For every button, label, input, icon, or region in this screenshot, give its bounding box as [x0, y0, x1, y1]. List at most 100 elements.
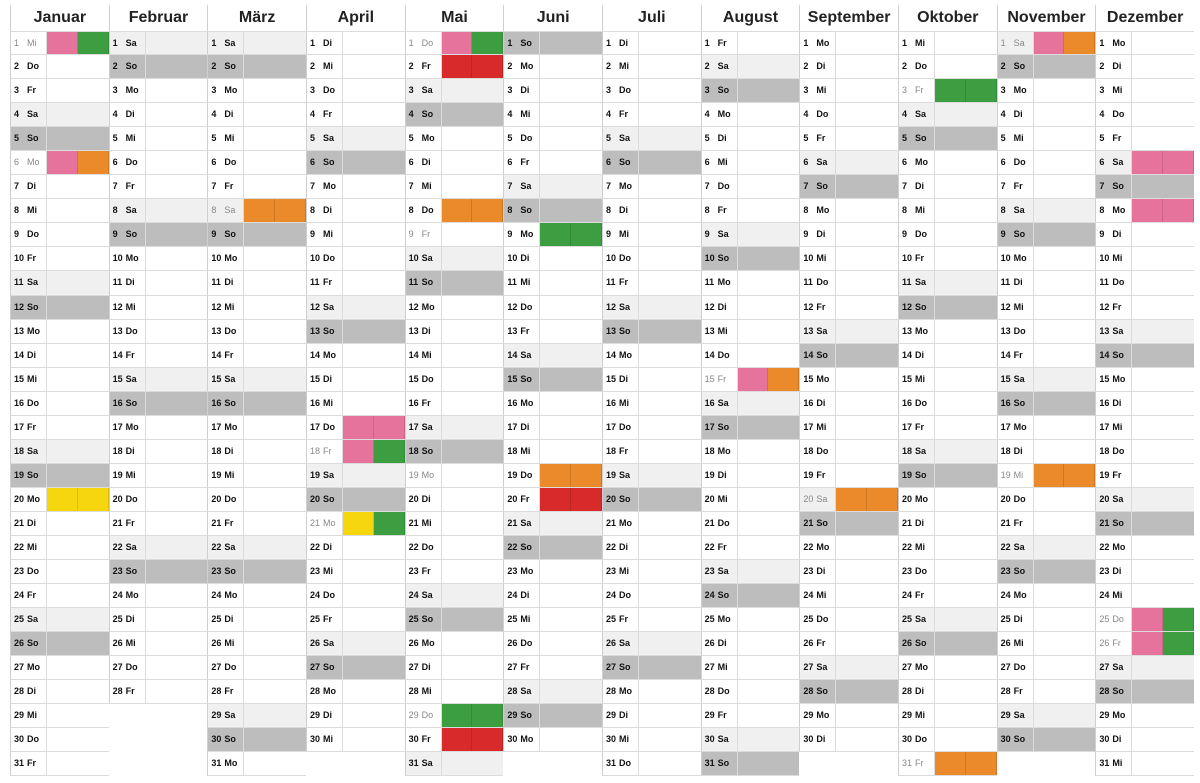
day-cell[interactable]: 16 Di [1095, 391, 1194, 416]
event-area[interactable] [638, 32, 701, 55]
day-cell[interactable]: 23 So [108, 560, 208, 585]
event-area[interactable] [46, 103, 109, 127]
day-cell[interactable]: 23 Mi [602, 560, 701, 585]
day-cell[interactable]: 21 Mo [602, 511, 701, 536]
event-area[interactable] [736, 343, 800, 367]
day-cell[interactable]: 23 Mi [306, 560, 405, 585]
day-cell[interactable]: 2 Do [10, 55, 109, 80]
day-cell[interactable]: 13 Sa [799, 319, 898, 344]
day-cell[interactable]: 1 Sa [207, 31, 306, 56]
event-area[interactable] [1131, 439, 1194, 463]
day-cell[interactable]: 2 So [996, 55, 1096, 80]
event-area[interactable] [144, 680, 208, 704]
day-cell[interactable]: 6 Mo [10, 151, 109, 176]
day-cell[interactable]: 15 Mi [10, 367, 109, 392]
event-area[interactable] [835, 463, 898, 487]
event-area[interactable] [342, 584, 405, 608]
event-area[interactable] [539, 439, 602, 463]
event-area[interactable] [934, 511, 997, 535]
event-area[interactable] [243, 103, 306, 127]
event-area[interactable] [440, 560, 504, 584]
event-area[interactable] [243, 223, 306, 247]
event-area[interactable] [46, 223, 109, 247]
day-cell[interactable]: 8 Sa [996, 199, 1096, 224]
event-area[interactable] [46, 704, 109, 728]
event-area[interactable] [934, 79, 997, 103]
event-area[interactable] [1131, 271, 1194, 295]
event-area[interactable] [1131, 223, 1194, 247]
event-area[interactable] [144, 295, 208, 319]
day-cell[interactable]: 28 Fr [108, 680, 208, 705]
event-area[interactable] [638, 367, 701, 391]
event-area[interactable] [144, 79, 208, 103]
day-cell[interactable]: 23 So [996, 560, 1096, 585]
event-area[interactable] [1032, 127, 1096, 151]
event-area[interactable] [342, 79, 405, 103]
day-cell[interactable]: 24 Fr [898, 584, 997, 609]
event-area[interactable] [46, 560, 109, 584]
day-cell[interactable]: 4 Sa [10, 103, 109, 128]
event-area[interactable] [1032, 391, 1096, 415]
day-cell[interactable]: 12 Fr [1095, 295, 1194, 320]
day-cell[interactable]: 17 Do [306, 415, 405, 440]
day-cell[interactable]: 24 Mo [996, 584, 1096, 609]
day-cell[interactable]: 14 Mi [404, 343, 504, 368]
day-cell[interactable]: 15 Mo [799, 367, 898, 392]
event-area[interactable] [1131, 487, 1194, 511]
day-cell[interactable]: 23 Fr [404, 560, 504, 585]
event-area[interactable] [638, 79, 701, 103]
event-area[interactable] [46, 271, 109, 295]
day-cell[interactable]: 14 So [1095, 343, 1194, 368]
event-area[interactable] [440, 752, 504, 776]
day-cell[interactable]: 8 Mo [1095, 199, 1194, 224]
day-cell[interactable]: 13 Mo [898, 319, 997, 344]
event-marker-pink[interactable] [373, 415, 405, 439]
event-area[interactable] [440, 391, 504, 415]
event-area[interactable] [736, 439, 800, 463]
day-cell[interactable]: 19 Mo [404, 463, 504, 488]
day-cell[interactable]: 3 Mo [108, 79, 208, 104]
event-marker-pink[interactable] [1163, 151, 1194, 175]
event-area[interactable] [1131, 511, 1194, 535]
day-cell[interactable]: 26 Sa [602, 632, 701, 657]
day-cell[interactable]: 7 Mo [306, 175, 405, 200]
event-area[interactable] [1131, 463, 1194, 487]
event-area[interactable] [144, 223, 208, 247]
event-area[interactable] [736, 704, 800, 728]
event-area[interactable] [243, 319, 306, 343]
day-cell[interactable]: 14 Do [700, 343, 800, 368]
day-cell[interactable]: 8 Do [404, 199, 504, 224]
event-area[interactable] [342, 175, 405, 199]
event-area[interactable] [46, 535, 109, 560]
event-area[interactable] [440, 32, 504, 55]
day-cell[interactable]: 17 Do [602, 415, 701, 440]
day-cell[interactable]: 2 Mo [503, 55, 602, 80]
day-cell[interactable]: 14 So [799, 343, 898, 368]
event-area[interactable] [144, 367, 208, 391]
day-cell[interactable]: 24 Mo [108, 584, 208, 609]
day-cell[interactable]: 6 Mo [898, 151, 997, 176]
day-cell[interactable]: 18 So [404, 439, 504, 464]
event-area[interactable] [1032, 199, 1096, 223]
day-cell[interactable]: 30 So [996, 728, 1096, 753]
day-cell[interactable]: 25 Di [207, 608, 306, 633]
event-area[interactable] [144, 103, 208, 127]
day-cell[interactable]: 2 Do [898, 55, 997, 80]
day-cell[interactable]: 3 Mo [207, 79, 306, 104]
event-area[interactable] [243, 367, 306, 391]
day-cell[interactable]: 2 Mi [602, 55, 701, 80]
day-cell[interactable]: 12 Mo [404, 295, 504, 320]
day-cell[interactable]: 24 Do [306, 584, 405, 609]
day-cell[interactable]: 25 Sa [10, 608, 109, 633]
event-area[interactable] [539, 415, 602, 439]
event-area[interactable] [835, 632, 898, 656]
event-area[interactable] [1032, 680, 1096, 704]
day-cell[interactable]: 30 Di [799, 728, 898, 753]
event-area[interactable] [243, 632, 306, 656]
day-cell[interactable]: 23 Sa [700, 560, 800, 585]
day-cell[interactable]: 21 Mi [404, 511, 504, 536]
day-cell[interactable]: 5 Sa [306, 127, 405, 152]
day-cell[interactable]: 6 Do [207, 151, 306, 176]
event-area[interactable] [440, 415, 504, 439]
day-cell[interactable]: 29 Sa [207, 704, 306, 729]
